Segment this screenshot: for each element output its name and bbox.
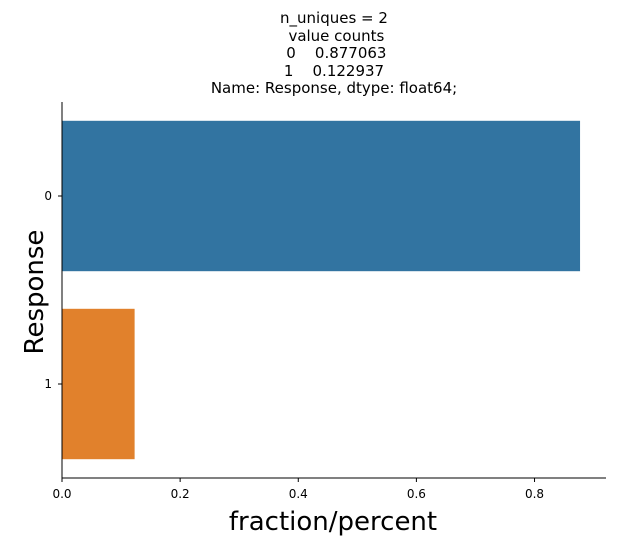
x-tick-label: 0.4 [289,487,308,501]
bar-1 [62,308,135,460]
chart-title: n_uniques = 2 value counts 0 0.877063 1 … [211,9,457,97]
y-tick-label: 1 [44,377,52,391]
bar-0 [62,120,581,272]
x-tick-label: 0.8 [525,487,544,501]
x-tick-label: 0.2 [171,487,190,501]
x-axis-label: fraction/percent [229,507,437,537]
title-line-2: value counts [284,27,385,45]
y-axis-ticks: 01 [44,189,62,391]
y-axis-label: Response [20,230,50,355]
x-axis-ticks: 0.0 0.2 0.4 0.6 0.8 [52,478,544,501]
title-line-5: Name: Response, dtype: float64; [211,79,457,97]
axes-spines [61,102,606,479]
bars [62,120,581,460]
y-tick-label: 0 [44,189,52,203]
title-line-4: 1 0.122937 [284,62,384,80]
x-tick-label: 0.0 [52,487,71,501]
title-line-1: n_uniques = 2 [280,9,388,28]
x-tick-label: 0.6 [407,487,426,501]
title-line-3: 0 0.877063 [282,44,387,62]
